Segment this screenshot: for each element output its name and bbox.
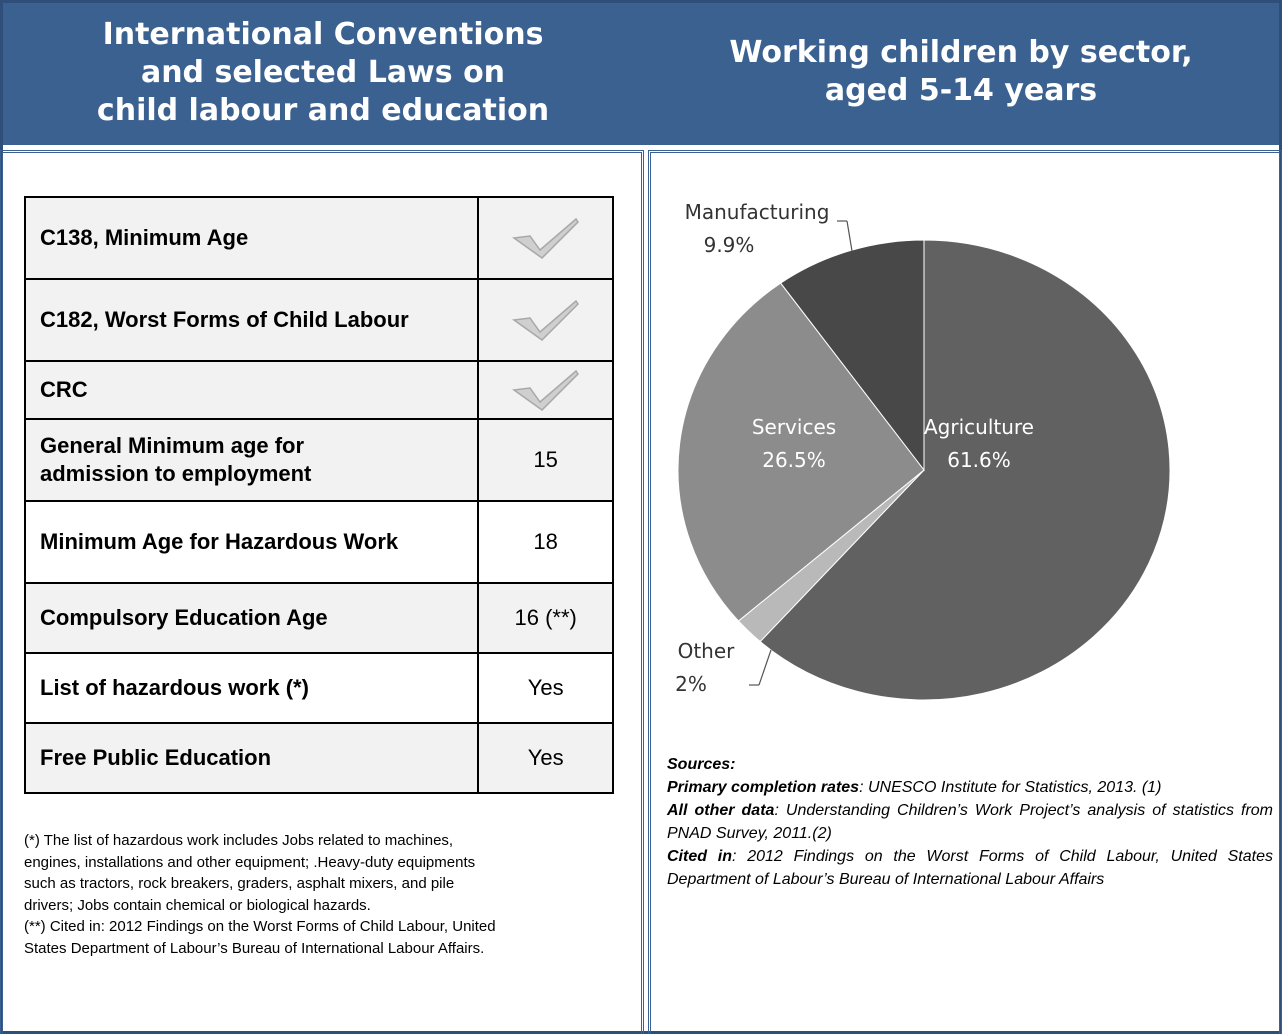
source-text: : 2012 Findings on the Worst Forms of Ch… — [667, 848, 1273, 888]
law-label: Free Public Education — [23, 722, 480, 794]
law-label: CRC — [23, 360, 480, 420]
law-label: General Minimum age for admission to emp… — [23, 418, 480, 502]
pie-slice-services — [677, 282, 925, 622]
table-row: Minimum Age for Hazardous Work 18 — [23, 500, 614, 584]
slice-label-manufacturing-name: Manufacturing — [685, 200, 830, 224]
footnote-line: such as tractors, rock breakers, graders… — [24, 875, 455, 892]
footnote-hazardous-list: (*) The list of hazardous work includes … — [24, 830, 634, 959]
sources-block: Sources: Primary completion rates: UNESC… — [667, 753, 1273, 891]
slice-label-other-value: 2% — [675, 672, 707, 696]
table-row: C138, Minimum Age — [23, 196, 614, 280]
laws-panel: C138, Minimum Age C182, Worst Forms of C… — [0, 150, 644, 1034]
chart-panel: Agriculture 61.6% Services 26.5% Manufac… — [648, 150, 1282, 1034]
slice-label-manufacturing-value: 9.9% — [704, 233, 755, 257]
law-label: Minimum Age for Hazardous Work — [23, 500, 480, 584]
leader-line-manufacturing — [846, 220, 853, 252]
left-heading-line: and selected Laws on — [140, 55, 506, 90]
source-item: All other data: Understanding Children’s… — [667, 799, 1273, 845]
check-mark-icon — [511, 217, 579, 259]
law-value: 18 — [477, 500, 614, 584]
slice-label-agriculture-name: Agriculture — [924, 415, 1034, 439]
law-label-line: admission to employment — [40, 461, 312, 486]
law-status — [477, 360, 614, 420]
source-term: Cited in — [667, 848, 732, 865]
law-label: C182, Worst Forms of Child Labour — [23, 278, 480, 362]
source-term: All other data — [667, 802, 775, 819]
slice-label-other-name: Other — [678, 639, 736, 663]
footnote-line: drivers; Jobs contain chemical or biolog… — [24, 896, 371, 914]
table-row: C182, Worst Forms of Child Labour — [23, 278, 614, 362]
law-label-line: General Minimum age for — [40, 433, 305, 458]
sources-heading: Sources: — [667, 756, 736, 773]
law-status — [477, 196, 614, 280]
law-value: Yes — [477, 722, 614, 794]
sector-pie-chart: Agriculture 61.6% Services 26.5% Manufac… — [675, 200, 1171, 701]
footnote-line: (**) Cited in: 2012 Findings on the Wors… — [24, 918, 496, 935]
pie-slice-manufacturing — [779, 239, 925, 472]
law-label: List of hazardous work (*) — [23, 652, 480, 724]
right-heading-line: Working children by sector, — [729, 35, 1193, 70]
header-banner: International Conventions and selected L… — [3, 3, 1279, 145]
source-item: Cited in: 2012 Findings on the Worst For… — [667, 845, 1273, 891]
table-row: List of hazardous work (*) Yes — [23, 652, 614, 724]
law-status — [477, 278, 614, 362]
table-row: Free Public Education Yes — [23, 722, 614, 794]
law-label: Compulsory Education Age — [23, 582, 480, 654]
leader-line-other — [758, 649, 772, 686]
law-label: C138, Minimum Age — [23, 196, 480, 280]
source-text: : UNESCO Institute for Statistics, 2013.… — [859, 779, 1162, 796]
table-row: CRC — [23, 360, 614, 420]
check-mark-icon — [511, 299, 579, 341]
source-item: Primary completion rates: UNESCO Institu… — [667, 776, 1273, 799]
law-value: 16 (**) — [477, 582, 614, 654]
source-text: : Understanding Children’s Work Project’… — [667, 802, 1274, 842]
left-heading-line: child labour and education — [96, 93, 550, 128]
footnote-line: States Department of Labour’s Bureau of … — [24, 939, 485, 957]
table-row: Compulsory Education Age 16 (**) — [23, 582, 614, 654]
footnote-line: engines, installations and other equipme… — [24, 853, 476, 871]
laws-table: C138, Minimum Age C182, Worst Forms of C… — [23, 196, 614, 794]
footnote-line: (*) The list of hazardous work includes … — [24, 832, 454, 849]
table-row: General Minimum age for admission to emp… — [23, 418, 614, 502]
pie-slice-agriculture — [759, 239, 1171, 701]
slice-label-services-name: Services — [752, 415, 836, 439]
right-heading-line: aged 5-14 years — [824, 73, 1098, 108]
law-value: 15 — [477, 418, 614, 502]
check-mark-icon — [511, 369, 579, 411]
law-value: Yes — [477, 652, 614, 724]
slice-label-agriculture-value: 61.6% — [947, 448, 1011, 472]
source-term: Primary completion rates — [667, 779, 860, 796]
left-heading: International Conventions and selected L… — [3, 16, 643, 130]
left-heading-line: International Conventions — [102, 17, 544, 52]
slice-label-services-value: 26.5% — [762, 448, 826, 472]
right-heading: Working children by sector, aged 5-14 ye… — [643, 34, 1279, 110]
